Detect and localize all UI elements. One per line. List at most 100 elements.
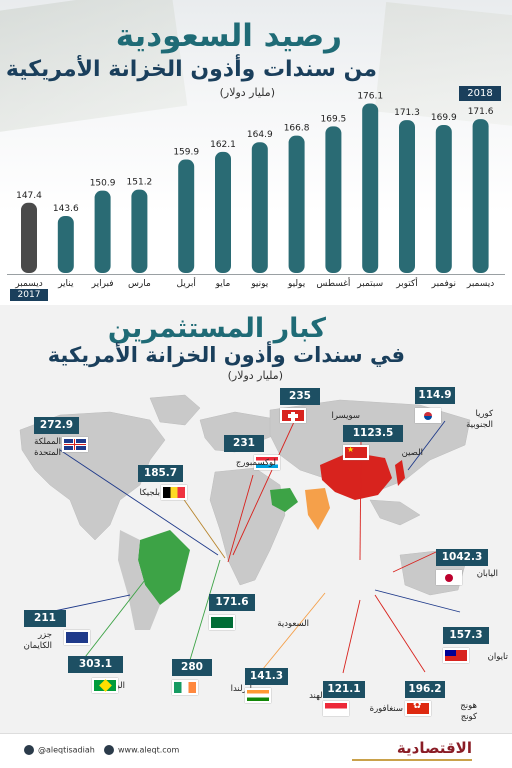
bar-value-label: 150.9: [90, 179, 116, 189]
japan-shape: [395, 460, 405, 486]
investor-value: 185.7: [138, 465, 183, 482]
investor-name: المملكة المتحدة: [34, 437, 61, 458]
investor-value: 211: [24, 610, 66, 627]
chart-subtitle: من سندات وأذون الخزانة الأمريكية: [5, 57, 377, 82]
investor-card-china: 1123.5 ★ الصين: [343, 425, 433, 465]
flag-singapore-icon: [323, 701, 349, 716]
north-america-shape: [19, 411, 166, 541]
bar-3: [131, 189, 148, 273]
saudi-shape: [270, 488, 298, 512]
bar-value-label: 169.5: [321, 114, 347, 124]
section-title: كبار المستثمرين: [107, 313, 326, 344]
china-shape: [320, 452, 392, 500]
bar-11: [435, 124, 452, 273]
investor-name: الصين: [401, 448, 423, 458]
flag-switzerland-icon: [280, 408, 306, 423]
flag-china-icon: ★: [343, 445, 369, 460]
bar-0: [21, 202, 37, 273]
bar-value-label: 166.8: [284, 124, 310, 134]
investor-card-luxembourg: 231 لوكسمبورج: [224, 435, 324, 475]
month-label: ديسمبر: [14, 279, 42, 289]
flag-belgium-icon: [161, 485, 187, 500]
flag-hongkong-icon: ✿: [405, 700, 431, 716]
investor-card-brazil: 303.1 البرازيل: [68, 656, 163, 696]
investor-value: 235: [280, 388, 320, 405]
saudi-holdings-panel: رصيد السعودية من سندات وأذون الخزانة الأ…: [0, 0, 512, 305]
investors-panel: كبار المستثمرين في سندات وأذون الخزانة ا…: [0, 305, 512, 733]
bar-5: [215, 151, 231, 273]
month-label: أكتوبر: [395, 277, 418, 289]
bar-2: [94, 190, 111, 273]
investor-name: تايوان: [487, 652, 508, 662]
month-label: يناير: [57, 279, 74, 289]
bar-9: [362, 103, 379, 273]
bar-value-label: 147.4: [16, 191, 42, 201]
investor-value: 1042.3: [436, 549, 488, 566]
section-unit: (مليار دولار): [227, 369, 283, 382]
bar-value-label: 171.6: [468, 107, 494, 117]
bar-value-label: 176.1: [357, 91, 383, 101]
investor-value: 196.2: [405, 681, 445, 698]
chart-baseline: [7, 274, 505, 275]
publisher-logo: الاقتصادية: [396, 739, 472, 757]
brazil-shape: [138, 530, 190, 605]
investor-value: 272.9: [34, 417, 79, 434]
website-link[interactable]: www.aleqt.com: [104, 745, 179, 755]
southeast-asia-shape: [369, 499, 421, 526]
africa-shape: [209, 467, 286, 586]
investor-name: لوكسمبورج: [235, 458, 276, 468]
bar-value-label: 169.9: [431, 113, 457, 123]
year-badge-2018: 2018: [459, 86, 501, 101]
flag-saudi-icon: [209, 615, 235, 630]
globe-icon: [104, 745, 114, 755]
investor-card-cayman: 211 جزر الكايمان: [23, 610, 104, 651]
investor-value: 1123.5: [343, 425, 403, 442]
investor-name: جزر الكايمان: [23, 630, 52, 651]
flag-japan-icon: [436, 570, 462, 585]
investor-card-taiwan: 157.3 تايوان: [443, 627, 508, 667]
month-label: ديسمبر: [466, 279, 494, 289]
bar-value-label: 164.9: [247, 130, 273, 140]
bar-12: [472, 119, 489, 274]
investor-value: 114.9: [415, 387, 455, 404]
bar-1: [57, 215, 74, 273]
flag-taiwan-icon: [443, 648, 469, 663]
flag-brazil-icon: [92, 678, 118, 693]
month-label: فبراير: [91, 279, 114, 289]
flag-korea-icon: [415, 408, 441, 423]
bar-value-label: 159.9: [173, 148, 199, 158]
investor-value: 121.1: [323, 681, 365, 698]
investor-card-ireland: 280 إيرلندا: [172, 659, 252, 699]
investor-name: سنغافورة: [369, 704, 403, 714]
investor-card-uk: 272.9 المملكة المتحدة: [34, 417, 129, 467]
investor-card-india: 141.3 الهند: [245, 668, 325, 708]
investor-name: بلجيكا: [139, 488, 160, 498]
investor-card-saudi: 171.6 السعودية: [209, 594, 309, 634]
flag-cayman-icon: [64, 630, 90, 645]
investor-name: إيرلندا: [230, 684, 252, 694]
investor-value: 303.1: [68, 656, 123, 673]
south-america-shape: [118, 530, 160, 630]
year-badge-2017: 2017: [10, 289, 48, 301]
logo-underline: [352, 759, 472, 761]
bar-4: [178, 159, 195, 273]
month-label: أغسطس: [316, 277, 350, 289]
investor-value: 231: [224, 435, 264, 452]
twitter-handle[interactable]: @aleqtisadiah: [24, 745, 95, 755]
investor-card-singapore: 121.1 سنغافورة: [323, 681, 403, 721]
greenland-shape: [149, 394, 201, 426]
investor-value: 157.3: [443, 627, 489, 644]
world-map: [19, 394, 471, 676]
investor-value: 141.3: [245, 668, 288, 685]
investor-value: 280: [172, 659, 212, 676]
chart-unit: (مليار دولار): [219, 86, 275, 99]
investor-name: الهند: [309, 691, 325, 701]
flag-ireland-icon: [172, 680, 198, 695]
bar-value-label: 171.3: [394, 108, 420, 118]
investor-card-belgium: 185.7 بلجيكا: [138, 465, 238, 505]
investor-name: كوريا الجنوبية: [466, 409, 493, 430]
month-label: مايو: [215, 279, 231, 289]
month-label: أبريل: [177, 277, 196, 289]
bar-value-label: 151.2: [127, 178, 153, 188]
flag-luxembourg-icon: [254, 455, 280, 470]
